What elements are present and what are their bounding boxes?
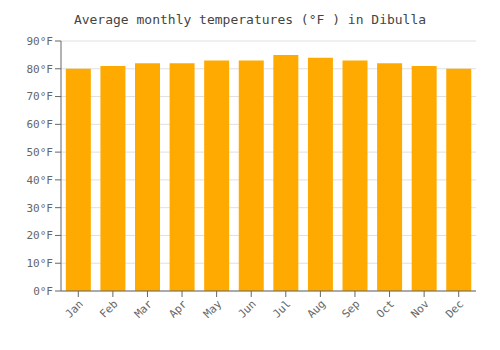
svg-text:Dec: Dec: [443, 297, 466, 320]
svg-text:Jan: Jan: [63, 297, 86, 320]
svg-text:20°F: 20°F: [27, 229, 54, 242]
svg-text:40°F: 40°F: [27, 174, 54, 187]
svg-text:80°F: 80°F: [27, 63, 54, 76]
svg-text:Oct: Oct: [374, 297, 397, 320]
svg-text:Nov: Nov: [409, 297, 433, 321]
svg-text:60°F: 60°F: [27, 118, 54, 131]
svg-text:90°F: 90°F: [27, 35, 54, 48]
svg-text:30°F: 30°F: [27, 202, 54, 215]
svg-text:Feb: Feb: [97, 297, 120, 320]
svg-text:May: May: [201, 297, 225, 321]
svg-text:Jul: Jul: [270, 297, 293, 320]
svg-text:10°F: 10°F: [27, 257, 54, 270]
svg-text:Apr: Apr: [166, 297, 190, 321]
svg-text:Mar: Mar: [132, 297, 156, 321]
svg-text:50°F: 50°F: [27, 146, 54, 159]
svg-text:Aug: Aug: [305, 297, 328, 320]
svg-text:Jun: Jun: [236, 297, 259, 320]
svg-text:0°F: 0°F: [33, 285, 53, 298]
html-text:Average monthly temperatures (: Average monthly temperatures (°F ) in Di…: [73, 12, 427, 27]
svg-text:70°F: 70°F: [27, 90, 54, 103]
svg-text:Sep: Sep: [339, 297, 362, 320]
